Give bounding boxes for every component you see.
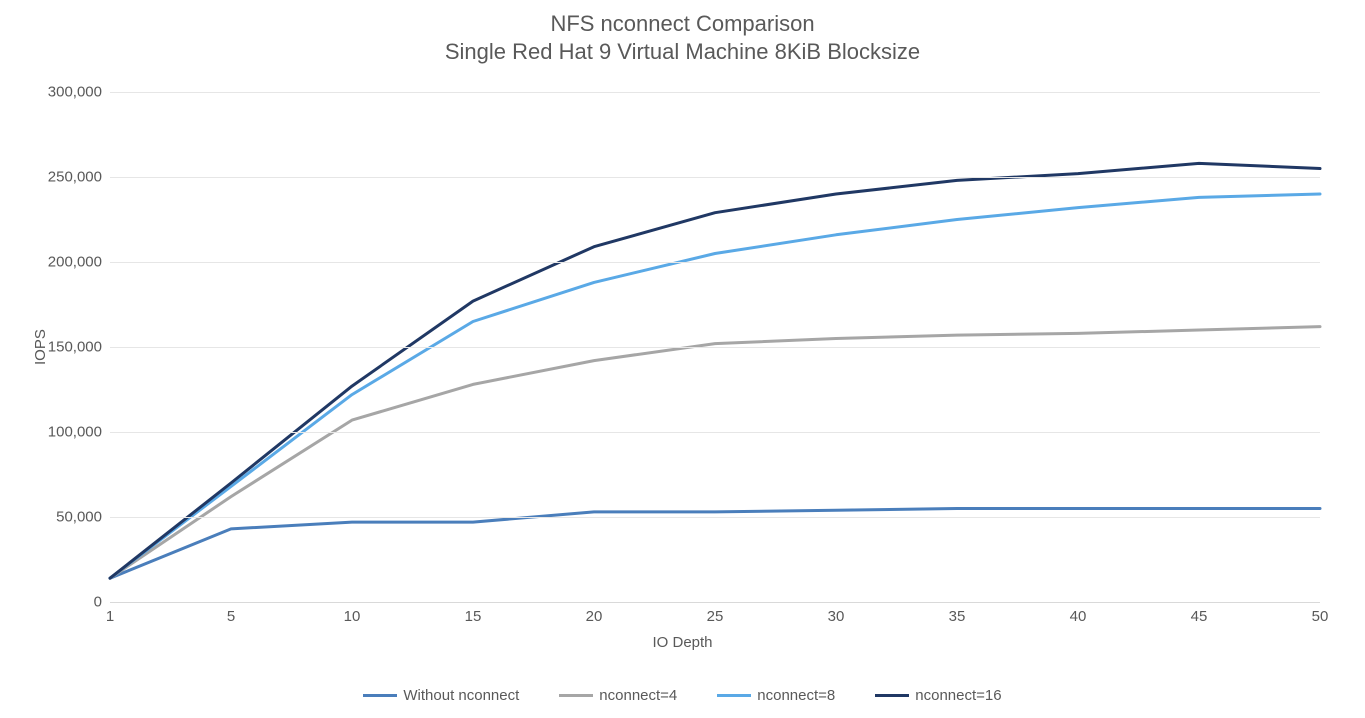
legend-label: nconnect=8 xyxy=(757,687,835,704)
gridline xyxy=(110,432,1320,433)
x-axis-label: IO Depth xyxy=(0,634,1365,651)
legend: Without nconnect nconnect=4 nconnect=8 ncon… xyxy=(0,687,1365,704)
x-tick-label: 10 xyxy=(344,608,361,625)
chart-container: NFS nconnect Comparison Single Red Hat 9… xyxy=(0,0,1365,718)
x-tick-label: 1 xyxy=(106,608,114,625)
y-tick-label: 300,000 xyxy=(48,84,102,101)
legend-label: Without nconnect xyxy=(403,687,519,704)
chart-title: NFS nconnect Comparison Single Red Hat 9… xyxy=(0,0,1365,65)
gridline xyxy=(110,177,1320,178)
x-tick-label: 15 xyxy=(465,608,482,625)
gridline xyxy=(110,92,1320,93)
gridline xyxy=(110,347,1320,348)
y-tick-label: 150,000 xyxy=(48,339,102,356)
legend-swatch xyxy=(363,694,397,697)
title-line-1: NFS nconnect Comparison xyxy=(0,10,1365,38)
x-tick-label: 30 xyxy=(828,608,845,625)
legend-item: nconnect=8 xyxy=(717,687,835,704)
y-tick-label: 100,000 xyxy=(48,424,102,441)
x-tick-label: 45 xyxy=(1191,608,1208,625)
x-axis-line xyxy=(110,602,1320,603)
gridline xyxy=(110,262,1320,263)
y-tick-label: 0 xyxy=(94,594,102,611)
x-tick-label: 50 xyxy=(1312,608,1329,625)
x-tick-label: 20 xyxy=(586,608,603,625)
series-line xyxy=(110,163,1320,578)
y-tick-label: 50,000 xyxy=(56,509,102,526)
legend-item: Without nconnect xyxy=(363,687,519,704)
x-tick-label: 25 xyxy=(707,608,724,625)
legend-label: nconnect=16 xyxy=(915,687,1001,704)
legend-label: nconnect=4 xyxy=(599,687,677,704)
series-line xyxy=(110,194,1320,578)
x-tick-label: 35 xyxy=(949,608,966,625)
y-tick-label: 250,000 xyxy=(48,169,102,186)
plot-area: 050,000100,000150,000200,000250,000300,0… xyxy=(110,92,1320,602)
x-tick-label: 40 xyxy=(1070,608,1087,625)
title-line-2: Single Red Hat 9 Virtual Machine 8KiB Bl… xyxy=(0,38,1365,66)
legend-item: nconnect=4 xyxy=(559,687,677,704)
series-line xyxy=(110,327,1320,579)
y-axis-label: IOPS xyxy=(32,329,49,365)
x-tick-label: 5 xyxy=(227,608,235,625)
legend-swatch xyxy=(559,694,593,697)
legend-swatch xyxy=(717,694,751,697)
legend-item: nconnect=16 xyxy=(875,687,1001,704)
y-tick-label: 200,000 xyxy=(48,254,102,271)
series-line xyxy=(110,509,1320,579)
gridline xyxy=(110,517,1320,518)
legend-swatch xyxy=(875,694,909,697)
